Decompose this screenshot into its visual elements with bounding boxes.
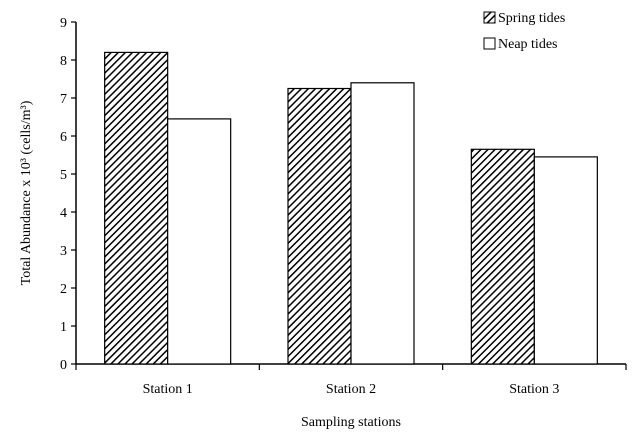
bar-neap-tides-station-3: [533, 156, 598, 365]
bar-spring-tides-station-3: [470, 148, 535, 365]
y-tick-label: 5: [60, 168, 67, 183]
y-tick-label: 4: [60, 206, 67, 221]
y-tick-label: 6: [60, 130, 67, 145]
y-tick-label: 3: [60, 244, 67, 259]
y-tick-label: 7: [60, 92, 67, 107]
legend: Spring tides Neap tides: [483, 11, 565, 52]
legend-swatch-neap-tides: [483, 37, 496, 50]
bars: [104, 51, 598, 365]
legend-label-spring-tides: Spring tides: [498, 11, 565, 26]
y-axis-ticks: 0 1 2 3 4 5 6 7 8 9: [60, 16, 76, 373]
bar-spring-tides-station-1: [104, 51, 169, 365]
bar-spring-tides-station-2: [287, 87, 352, 365]
y-axis-title: Total Abundance x 10³ (cells/m³): [19, 100, 34, 285]
y-tick-label: 8: [60, 54, 67, 69]
y-tick-label: 9: [60, 16, 67, 31]
bar-neap-tides-station-2: [350, 82, 415, 365]
y-tick-label: 0: [60, 358, 67, 373]
legend-swatch-spring-tides: [483, 11, 496, 24]
y-tick-label: 2: [60, 282, 67, 297]
bar-neap-tides-station-1: [167, 118, 232, 365]
legend-label-neap-tides: Neap tides: [498, 37, 557, 52]
x-tick-label: Station 2: [326, 382, 376, 397]
x-tick-label: Station 3: [509, 382, 559, 397]
x-axis-title: Sampling stations: [301, 415, 401, 430]
x-axis-ticks: Station 1 Station 2 Station 3: [75, 364, 627, 397]
y-tick-label: 1: [60, 320, 67, 335]
x-tick-label: Station 1: [143, 382, 193, 397]
